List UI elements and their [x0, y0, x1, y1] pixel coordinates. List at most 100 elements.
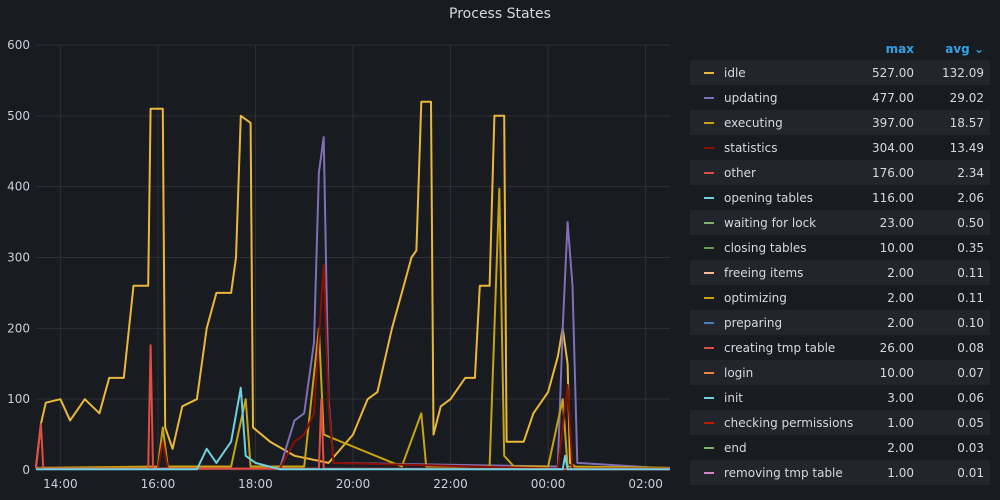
- legend-series-name: removing tmp table: [724, 466, 843, 480]
- legend-swatch: [704, 372, 714, 374]
- legend-max-value: 3.00: [887, 391, 914, 405]
- legend-max-value: 10.00: [879, 241, 914, 255]
- legend-item[interactable]: opening tables 116.00 2.06: [690, 185, 990, 210]
- series-line-opening-tables: [36, 386, 670, 471]
- chevron-down-icon: ⌄: [973, 42, 984, 56]
- legend-swatch: [704, 247, 714, 249]
- legend-max-value: 527.00: [872, 66, 914, 80]
- legend-series-name: preparing: [724, 316, 783, 330]
- legend-swatch: [704, 222, 714, 224]
- legend-sort-avg[interactable]: avg ⌄: [945, 42, 984, 56]
- legend-item[interactable]: closing tables 10.00 0.35: [690, 235, 990, 260]
- legend-avg-value: 0.35: [957, 241, 984, 255]
- legend-item[interactable]: waiting for lock 23.00 0.50: [690, 210, 990, 235]
- legend-avg-value: 132.09: [942, 66, 984, 80]
- legend-series-name: login: [724, 366, 754, 380]
- legend-item[interactable]: checking permissions 1.00 0.05: [690, 410, 990, 435]
- legend-avg-value: 18.57: [949, 116, 984, 130]
- legend: max avg ⌄ idle 527.00 132.09 updating 477.00…: [690, 38, 990, 485]
- legend-max-value: 23.00: [879, 216, 914, 230]
- legend-item[interactable]: end 2.00 0.03: [690, 435, 990, 460]
- legend-header: max avg ⌄: [690, 38, 990, 60]
- legend-max-value: 1.00: [887, 416, 914, 430]
- legend-item[interactable]: init 3.00 0.06: [690, 385, 990, 410]
- legend-swatch: [704, 97, 714, 99]
- y-tick-label: 0: [22, 463, 30, 477]
- legend-swatch: [704, 472, 714, 474]
- y-tick-label: 300: [7, 251, 30, 265]
- x-tick-label: 14:00: [43, 477, 78, 491]
- legend-avg-value: 0.01: [957, 466, 984, 480]
- legend-series-name: executing: [724, 116, 783, 130]
- legend-item[interactable]: removing tmp table 1.00 0.01: [690, 460, 990, 485]
- legend-series-name: freeing items: [724, 266, 804, 280]
- legend-max-value: 116.00: [872, 191, 914, 205]
- legend-avg-value: 0.06: [957, 391, 984, 405]
- legend-item[interactable]: optimizing 2.00 0.11: [690, 285, 990, 310]
- y-tick-label: 200: [7, 321, 30, 335]
- y-tick-label: 400: [7, 180, 30, 194]
- legend-max-value: 176.00: [872, 166, 914, 180]
- legend-max-value: 2.00: [887, 316, 914, 330]
- legend-max-value: 26.00: [879, 341, 914, 355]
- legend-item[interactable]: creating tmp table 26.00 0.08: [690, 335, 990, 360]
- series-line-other: [35, 344, 671, 471]
- legend-item[interactable]: executing 397.00 18.57: [690, 110, 990, 135]
- legend-item[interactable]: other 176.00 2.34: [690, 160, 990, 185]
- legend-max-value: 2.00: [887, 266, 914, 280]
- legend-swatch: [704, 297, 714, 299]
- legend-item[interactable]: statistics 304.00 13.49: [690, 135, 990, 160]
- legend-series-name: closing tables: [724, 241, 807, 255]
- legend-max-value: 2.00: [887, 291, 914, 305]
- line-chart: 0 100 200 300 400 500 600 14:00 16:00 18:00 20:00 2…: [7, 38, 671, 491]
- legend-avg-value: 2.06: [957, 191, 984, 205]
- x-tick-label: 18:00: [238, 477, 273, 491]
- legend-swatch: [704, 72, 714, 74]
- legend-sort-max[interactable]: max: [885, 42, 914, 56]
- legend-item[interactable]: idle 527.00 132.09: [690, 60, 990, 85]
- legend-swatch: [704, 172, 714, 174]
- legend-series-name: statistics: [724, 141, 778, 155]
- y-tick-label: 100: [7, 392, 30, 406]
- legend-avg-value: 2.34: [957, 166, 984, 180]
- x-tick-label: 02:00: [628, 477, 663, 491]
- legend-rows: idle 527.00 132.09 updating 477.00 29.02 execu…: [690, 60, 990, 485]
- legend-max-value: 10.00: [879, 366, 914, 380]
- legend-avg-value: 0.03: [957, 441, 984, 455]
- legend-item[interactable]: updating 477.00 29.02: [690, 85, 990, 110]
- legend-series-name: init: [724, 391, 743, 405]
- y-tick-label: 500: [7, 109, 30, 123]
- x-tick-label: 00:00: [531, 477, 566, 491]
- legend-swatch: [704, 397, 714, 399]
- x-tick-label: 22:00: [433, 477, 468, 491]
- legend-item[interactable]: login 10.00 0.07: [690, 360, 990, 385]
- legend-series-name: creating tmp table: [724, 341, 836, 355]
- legend-avg-value: 0.50: [957, 216, 984, 230]
- series-line-idle: [35, 100, 670, 469]
- legend-avg-value: 0.07: [957, 366, 984, 380]
- legend-avg-value: 0.08: [957, 341, 984, 355]
- legend-swatch: [704, 447, 714, 449]
- legend-avg-value: 13.49: [949, 141, 984, 155]
- legend-swatch: [704, 197, 714, 199]
- legend-avg-value: 29.02: [949, 91, 984, 105]
- chart-title: Process States: [449, 6, 551, 22]
- legend-max-value: 397.00: [872, 116, 914, 130]
- x-tick-label: 20:00: [336, 477, 371, 491]
- series-line-executing: [35, 187, 671, 469]
- legend-series-name: end: [724, 441, 747, 455]
- series-line-statistics: [36, 263, 670, 470]
- legend-item[interactable]: freeing items 2.00 0.11: [690, 260, 990, 285]
- legend-series-name: other: [724, 166, 756, 180]
- legend-swatch: [704, 347, 714, 349]
- legend-avg-value: 0.11: [957, 266, 984, 280]
- x-tick-label: 16:00: [141, 477, 176, 491]
- legend-avg-value: 0.10: [957, 316, 984, 330]
- legend-max-value: 304.00: [872, 141, 914, 155]
- legend-max-value: 2.00: [887, 441, 914, 455]
- legend-series-name: updating: [724, 91, 778, 105]
- legend-max-value: 477.00: [872, 91, 914, 105]
- legend-series-name: waiting for lock: [724, 216, 817, 230]
- legend-item[interactable]: preparing 2.00 0.10: [690, 310, 990, 335]
- y-tick-label: 600: [7, 38, 30, 52]
